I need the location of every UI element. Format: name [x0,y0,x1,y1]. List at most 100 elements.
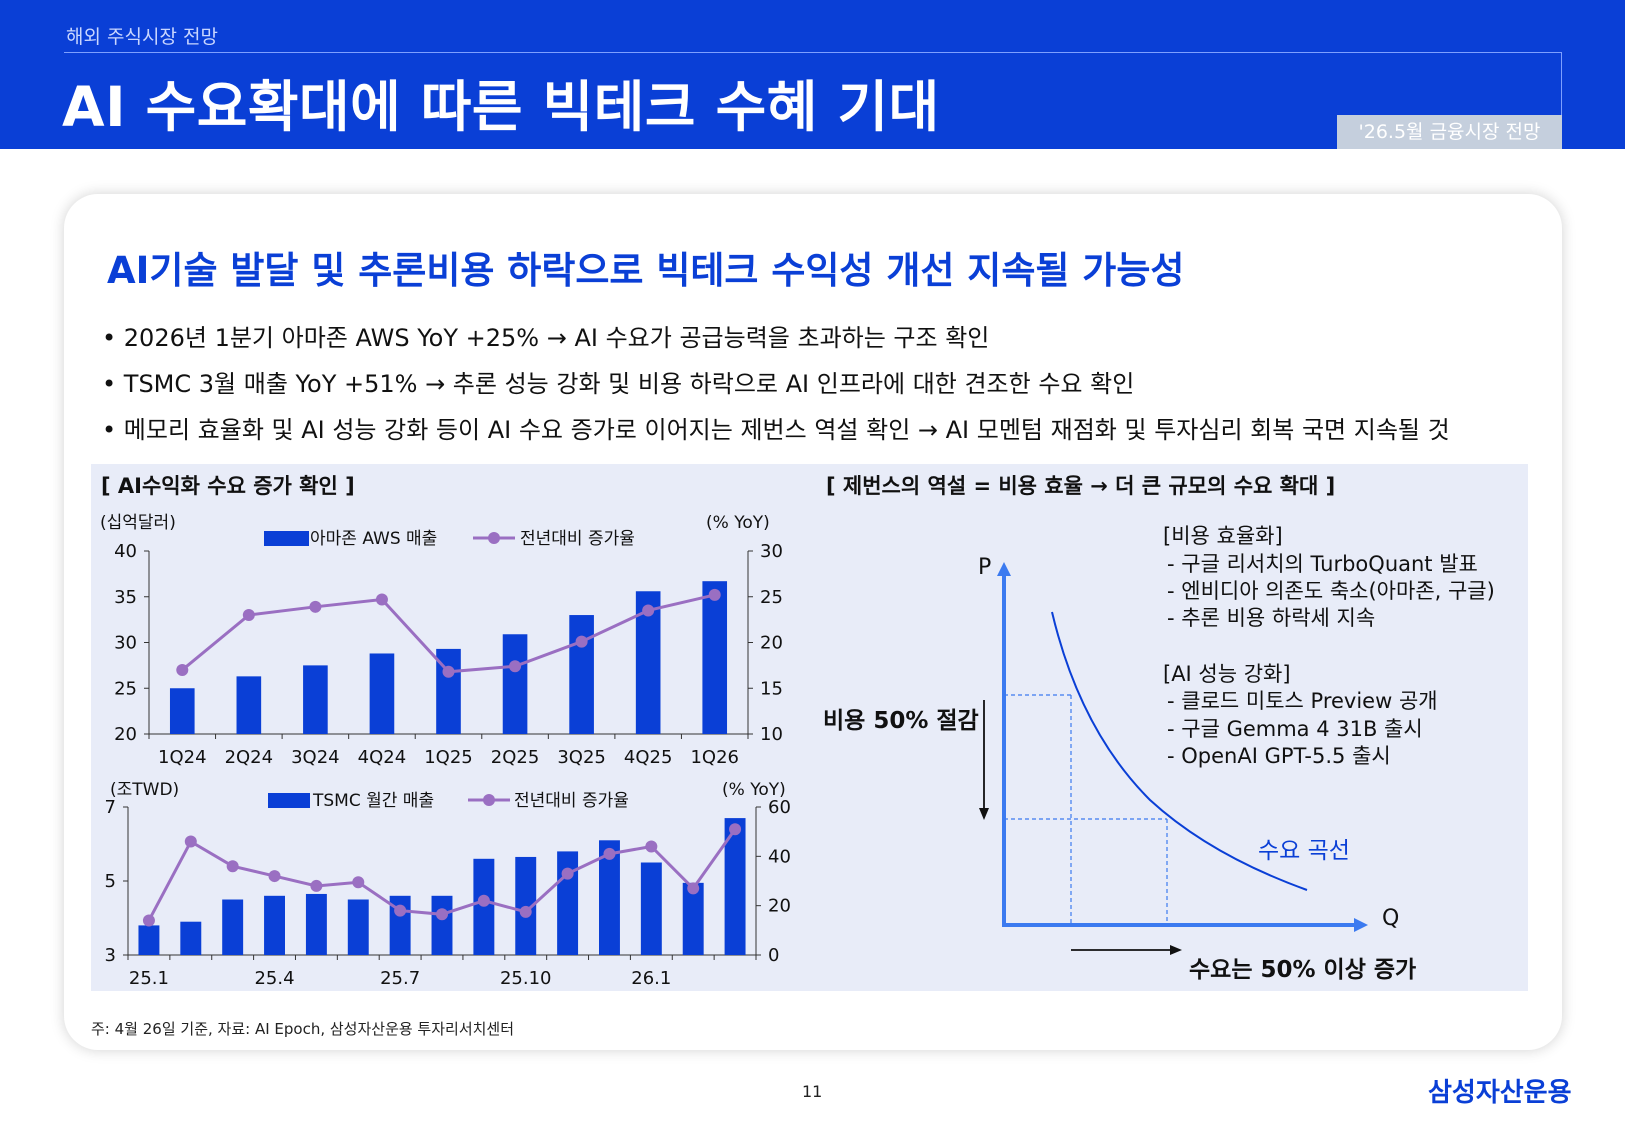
chart2-ytick-label: 3 [105,945,116,966]
chart2-bar [347,899,369,955]
p-label: P [978,555,991,580]
chart2-yoy-point [394,904,407,917]
chart1-xtick-label: 4Q25 [624,747,673,768]
chart2-bar [557,851,579,955]
date-badge: '26.5월 금융시장 전망 [1337,115,1562,149]
chart2-yoy-point [310,879,323,892]
chart2-yoy-point [729,823,742,836]
chart2-bar [724,818,746,955]
cost-label: 비용 50% 절감 [823,708,979,734]
chart1-yoy-point [708,588,721,601]
chart1-y2tick-label: 25 [760,587,783,608]
chart1-yoy-point [375,593,388,606]
footnote: 주: 4월 26일 기준, 자료: AI Epoch, 삼성자산운용 투자리서치… [91,1020,515,1038]
chart2-y2tick-label: 40 [768,846,791,867]
chart1-yoy-point [242,609,255,622]
chart1-ytick-label: 30 [114,633,137,654]
chart1-legend-line-marker [488,532,500,544]
chart2-yoy-point [352,876,365,889]
box1-title: [비용 효율화] [1163,524,1283,548]
chart1-yoy-point [442,665,455,678]
chart1-bar [369,653,395,734]
box2-title: [AI 성능 강화] [1163,662,1291,686]
chart2-bar [473,858,495,955]
chart2-yoy-point [645,840,658,853]
chart2-yoy-point [184,835,197,848]
diagram-title: [ 제번스의 역설 = 비용 효율 → 더 큰 규모의 수요 확대 ] [826,474,1335,498]
chart2-xtick-label: 25.1 [129,968,169,989]
chart1-y2tick-label: 30 [760,541,783,562]
chart2-yoy-point [519,905,532,918]
chart1-xtick-label: 1Q25 [424,747,473,768]
chart1-xtick-label: 3Q25 [557,747,606,768]
chart2-bar [682,882,704,955]
chart1-plot: 20 25 30 35 40 10 15 20 25 30 1Q24 2Q24 3Q24 4Q24 1Q25… [114,541,783,768]
chart1-y2tick-label: 15 [760,678,783,699]
chart1-legend-bar: 아마존 AWS 매출 [310,529,437,549]
chart1-yoy-point [309,600,322,613]
chart-panel [91,464,1528,991]
chart2-xtick-label: 25.4 [254,968,294,989]
chart2-xtick-label: 25.10 [500,968,552,989]
chart2-bar [431,895,453,955]
box1-item-3: - 추론 비용 하락세 지속 [1167,606,1375,630]
box2-item-2: - 구글 Gemma 4 31B 출시 [1167,717,1423,741]
chart1-bar [569,615,594,734]
chart1-y2tick-label: 20 [760,633,783,654]
chart1-ytick-label: 20 [114,724,137,745]
box1-item-1: - 구글 리서치의 TurboQuant 발표 [1167,552,1478,576]
chart1-xtick-label: 1Q26 [690,747,739,768]
header-bar: 해외 주식시장 전망 AI 수요확대에 따른 빅테크 수혜 기대 '26.5월 … [0,0,1625,149]
chart2-plot: 3 5 7 0 20 40 60 25.1 25.4 25.7 25.10 26.1 [105,797,791,989]
chart2-bar [264,895,285,955]
breadcrumb: 해외 주식시장 전망 [66,26,218,48]
chart1-ytick-label: 40 [114,541,137,562]
chart1-bar [303,665,328,734]
demand-curve-label: 수요 곡선 [1258,838,1350,864]
chart2-legend-line-marker [483,794,495,806]
chart2-bar [305,893,327,955]
p-axis-arrowhead [997,562,1011,576]
chart1-ylabel: (십억달러) [100,513,176,533]
header-divider [64,52,1562,53]
cost-arrow-head [979,808,989,820]
chart2-yoy-point [687,882,700,895]
chart2-bar [180,921,202,955]
chart2-yoy-point [603,847,616,860]
chart1-y2label: (% YoY) [706,513,770,533]
chart2-yoy-point [477,894,490,907]
q-axis-arrowhead [1354,918,1368,932]
chart1-xtick-label: 3Q24 [291,747,340,768]
chart2-y2tick-label: 60 [768,797,791,818]
chart2-xtick-label: 26.1 [631,968,671,989]
chart1-xtick-label: 2Q25 [491,747,540,768]
chart1-xtick-label: 1Q24 [158,747,207,768]
chart2-ylabel: (조TWD) [110,780,179,800]
chart2-yoy-point [226,860,239,873]
page-number: 11 [802,1082,823,1101]
chart1-ytick-label: 35 [114,587,137,608]
box2-item-3: - OpenAI GPT-5.5 출시 [1167,744,1391,768]
chart2-yoy-point [561,867,574,880]
chart2-bar [599,840,620,955]
demand-label: 수요는 50% 이상 증가 [1189,957,1416,983]
chart2-yoy-point [268,870,281,883]
chart2-y2tick-label: 0 [768,945,779,966]
q-label: Q [1382,906,1399,931]
header-divider-right [1561,52,1562,116]
bullet-2: • TSMC 3월 매출 YoY +51% → 추론 성능 강화 및 비용 하락… [102,370,1135,398]
page-title: AI 수요확대에 따른 빅테크 수혜 기대 [62,75,940,139]
chart2-y2tick-label: 20 [768,896,791,917]
chart1-bar [236,676,262,734]
chart1-yoy-point [642,604,655,617]
chart1-yoy-point [575,635,588,648]
chart1-ytick-label: 25 [114,678,137,699]
box1-item-2: - 엔비디아 의존도 축소(아마존, 구글) [1167,579,1495,603]
bullet-3: • 메모리 효율화 및 AI 성능 강화 등이 AI 수요 증가로 이어지는 제… [102,416,1450,444]
chart1-xtick-label: 4Q24 [358,747,407,768]
chart2-ytick-label: 7 [105,797,116,818]
chart1-bar [702,581,728,734]
demand-arrow-head [1170,945,1182,955]
chart1-legend-bar-swatch [264,531,309,546]
